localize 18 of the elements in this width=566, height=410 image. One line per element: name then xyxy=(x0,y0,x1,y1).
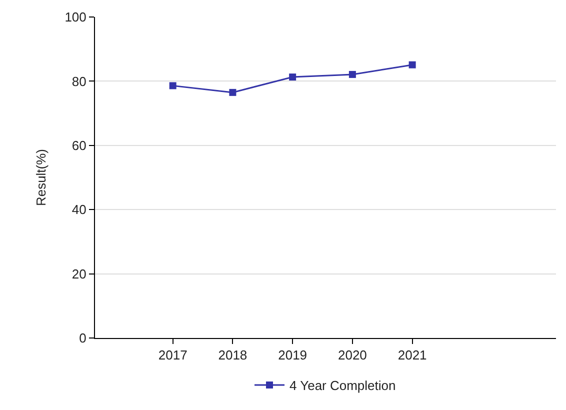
x-tick-label: 2019 xyxy=(278,348,308,363)
y-tick-label: 60 xyxy=(72,138,86,153)
y-tick-label: 100 xyxy=(64,10,86,25)
point xyxy=(408,61,416,68)
point xyxy=(289,74,296,81)
point xyxy=(348,70,356,78)
y-tick-label: 20 xyxy=(72,266,86,282)
legend-label: 4 Year Completion xyxy=(290,378,396,394)
point xyxy=(169,82,176,90)
y-tick-label: 80 xyxy=(72,74,86,89)
x-tick-label: 2021 xyxy=(398,348,427,363)
x-tick-label: 2017 xyxy=(158,348,188,363)
x-tick-label: 2020 xyxy=(338,348,367,363)
x-tick-label: 2018 xyxy=(218,348,248,363)
y-axis-title: Result(%) xyxy=(34,148,49,206)
y-tick-label: 40 xyxy=(72,202,86,218)
y-tick-label: 0 xyxy=(79,330,86,346)
point xyxy=(229,88,236,96)
